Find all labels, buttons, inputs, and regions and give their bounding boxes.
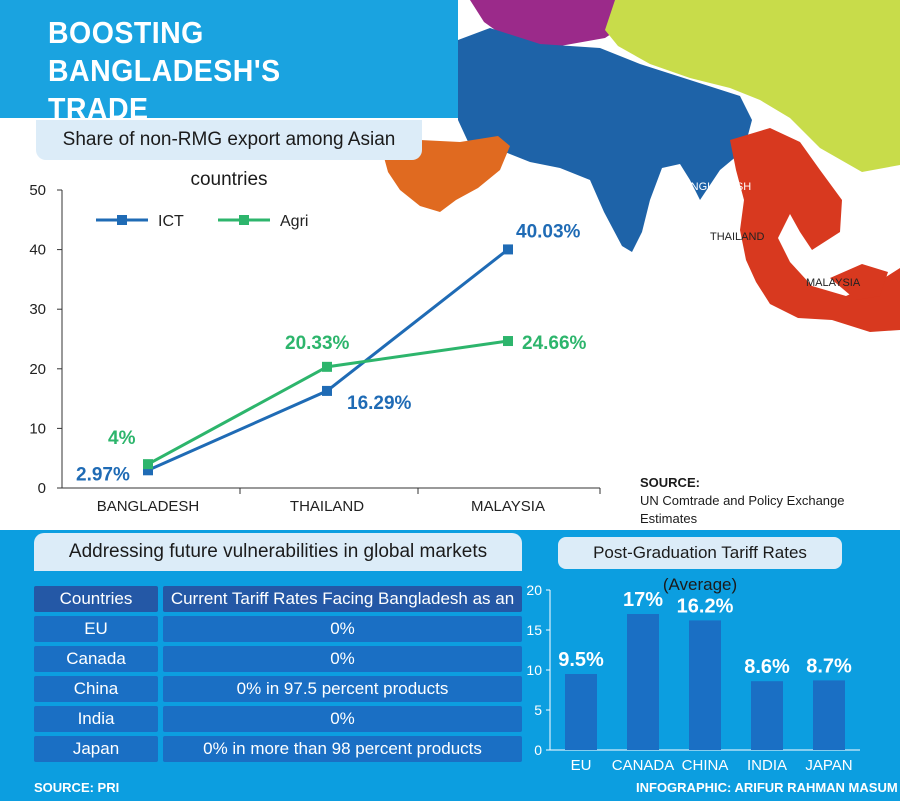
bar-china: [689, 620, 721, 750]
map-label-bangladesh: BANGLADESH: [676, 181, 751, 193]
y-tick-label: 0: [38, 480, 46, 497]
header-countries: Countries: [34, 586, 158, 612]
x-category-label: MALAYSIA: [471, 498, 545, 515]
bar-y-tick-label: 20: [526, 582, 542, 598]
y-tick-label: 10: [29, 420, 46, 437]
line-chart: 0 10 20 30 40 50 BANGLADESH THAILAND MALAYSIA 2.…: [29, 182, 601, 515]
line-chart-series: 2.97% 16.29% 40.03% 4% 20.33% 24.66%: [76, 221, 587, 485]
source-text: UN Comtrade and Policy Exchange Estimate…: [640, 493, 845, 526]
bar-eu: [565, 674, 597, 750]
y-tick-label: 30: [29, 301, 46, 318]
tariff-cell: 0%: [163, 616, 522, 642]
map-region-purple: [470, 0, 640, 46]
bar-y-tick-label: 0: [534, 742, 542, 758]
bar-y-tick-label: 15: [526, 622, 542, 638]
country-cell: China: [34, 676, 158, 702]
data-point-ict: [322, 385, 332, 396]
country-cell: India: [34, 706, 158, 732]
bar-value-label: 17%: [623, 589, 663, 611]
country-cell: Canada: [34, 646, 158, 672]
header-tariff-rates: Current Tariff Rates Facing Bangladesh a…: [163, 586, 522, 634]
tariff-cell: 0% in 97.5 percent products: [163, 676, 522, 702]
map-region-blue: [458, 28, 752, 252]
line-chart-title: Share of non-RMG export among Asian coun…: [36, 120, 422, 190]
data-point-agri: [503, 336, 513, 347]
bar-chart-axes: 0 5 10 15 20: [526, 582, 860, 758]
data-point-agri: [322, 361, 332, 372]
bar-canada: [627, 614, 659, 750]
legend-marker-agri: [239, 215, 249, 225]
source-label: SOURCE:: [640, 475, 700, 490]
bar-chart-title: Post-Graduation Tariff Rates (Average): [558, 537, 842, 594]
line-chart-ticks: 0 10 20 30 40 50 BANGLADESH THAILAND MALAYSIA: [29, 182, 545, 515]
legend-label-ict: ICT: [158, 213, 184, 230]
data-label-agri: 24.66%: [522, 333, 587, 354]
footer-source: SOURCE: PRI: [34, 780, 120, 795]
tariff-cell: 0%: [163, 706, 522, 732]
footer-credit: INFOGRAPHIC: ARIFUR RAHMAN MASUM: [636, 780, 898, 795]
table-row: Japan 0% in more than 98 percent products: [34, 736, 522, 762]
bar-y-tick-label: 10: [526, 662, 542, 678]
map-label-thailand: THAILAND: [710, 231, 764, 243]
bar-value-label: 8.7%: [806, 655, 852, 677]
bar-value-label: 16.2%: [677, 595, 734, 617]
tariff-cell: 0%: [163, 646, 522, 672]
bar-category-label: JAPAN: [805, 757, 852, 774]
bar-chart: 0 5 10 15 20 9.5% EU 17% CANADA 16.2% CHINA 8.6% IN…: [526, 582, 860, 774]
country-cell: EU: [34, 616, 158, 642]
table-row: Canada 0%: [34, 646, 522, 672]
data-label-ict: 40.03%: [516, 221, 581, 242]
line-chart-axes: [61, 190, 601, 494]
y-tick-label: 40: [29, 242, 46, 259]
legend-marker-ict: [117, 215, 127, 225]
bar-category-label: CHINA: [682, 757, 729, 774]
table-header-row: Countries Current Tariff Rates Facing Ban…: [34, 586, 522, 634]
table-row: EU 0%: [34, 616, 522, 642]
data-label-ict: 16.29%: [347, 393, 412, 414]
series-line-ict: [147, 248, 509, 472]
map-region-red: [730, 128, 900, 332]
chart-source: SOURCE: UN Comtrade and Policy Exchange …: [640, 474, 900, 528]
table-row: China 0% in 97.5 percent products: [34, 676, 522, 702]
data-label-ict: 2.97%: [76, 464, 130, 485]
bar-y-tick-label: 5: [534, 702, 542, 718]
line-chart-legend: ICT Agri: [96, 213, 308, 230]
y-tick-label: 20: [29, 361, 46, 378]
data-label-agri: 20.33%: [285, 333, 350, 354]
bar-value-label: 9.5%: [558, 649, 604, 671]
bar-japan: [813, 680, 845, 750]
tariff-cell: 0% in more than 98 percent products: [163, 736, 522, 762]
map-region-lime: [605, 0, 900, 172]
data-point-ict: [503, 244, 513, 255]
data-label-agri: 4%: [108, 428, 136, 449]
title-banner: BOOSTING BANGLADESH'S TRADE COMPETITIVEN…: [0, 0, 458, 164]
data-point-ict: [143, 465, 153, 476]
map-label-malaysia: MALAYSIA: [806, 277, 861, 289]
table-title: Addressing future vulnerabilities in glo…: [34, 533, 522, 571]
bar-category-label: CANADA: [612, 757, 675, 774]
country-cell: Japan: [34, 736, 158, 762]
data-point-agri: [143, 459, 153, 470]
x-category-label: THAILAND: [290, 498, 364, 515]
bar-category-label: EU: [571, 757, 592, 774]
bar-value-label: 8.6%: [744, 656, 790, 678]
map-island-red: [830, 264, 888, 300]
y-tick-label: 50: [29, 182, 46, 199]
x-category-label: BANGLADESH: [97, 498, 200, 515]
table-row: India 0%: [34, 706, 522, 732]
legend-label-agri: Agri: [280, 213, 308, 230]
bar-india: [751, 681, 783, 750]
bar-chart-bars: 9.5% EU 17% CANADA 16.2% CHINA 8.6% INDIA 8.7% JA…: [558, 589, 852, 774]
bar-category-label: INDIA: [747, 757, 787, 774]
title-line-1: BOOSTING BANGLADESH'S: [48, 15, 281, 88]
